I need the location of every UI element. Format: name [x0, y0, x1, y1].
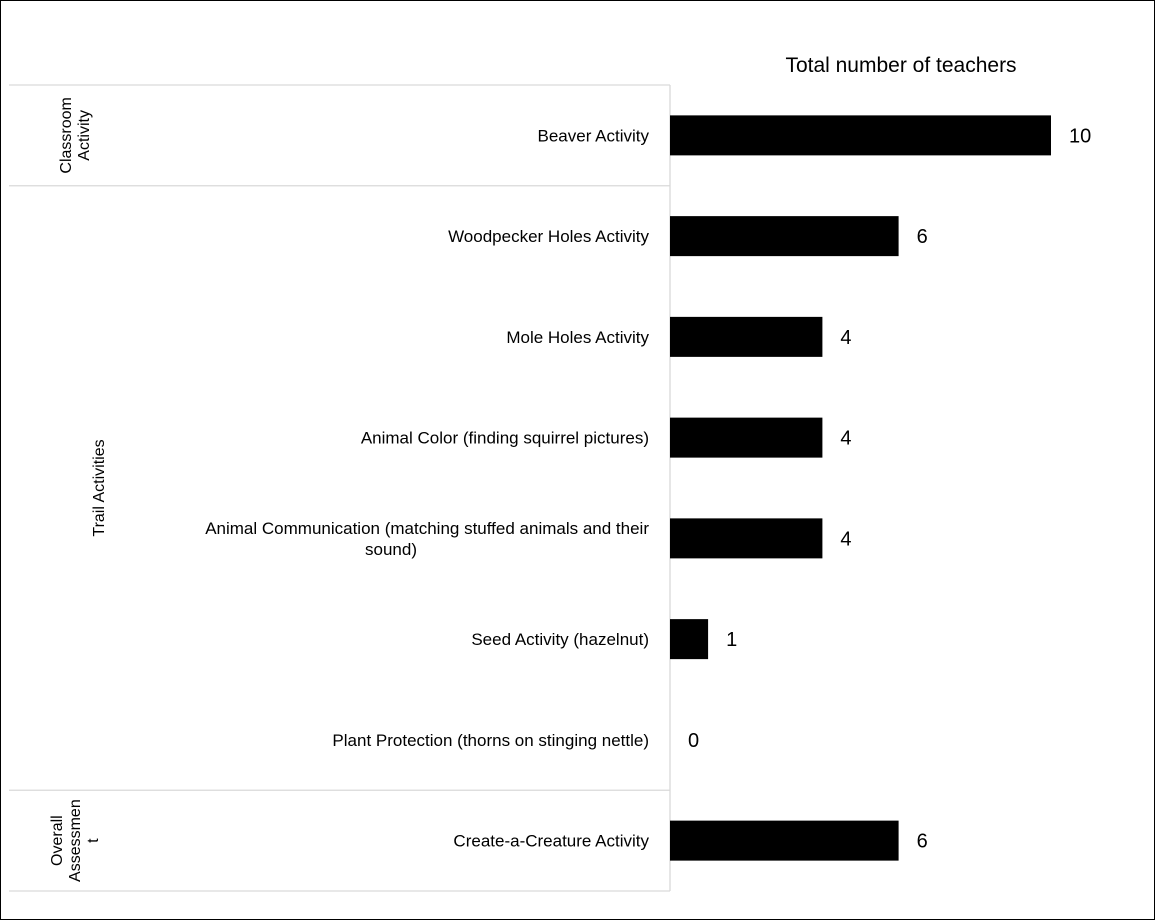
- group-labels: Classroom Activity Trail Activities Overall…: [49, 97, 108, 882]
- bar: [670, 316, 823, 357]
- category-label: Plant Protection (thorns on stinging net…: [332, 731, 649, 750]
- category-label: Woodpecker Holes Activity: [448, 227, 649, 246]
- category-label: Animal Color (finding squirrel pictures): [361, 429, 649, 448]
- category-label: Mole Holes Activity: [506, 328, 649, 347]
- data-label: 6: [917, 226, 928, 248]
- group-label-line: Trail Activities: [91, 439, 108, 536]
- data-label: 6: [917, 831, 928, 853]
- data-label: 0: [688, 730, 699, 752]
- data-label: 4: [840, 327, 851, 349]
- data-label: 1: [726, 629, 737, 651]
- bar: [670, 619, 709, 660]
- group-label-line: Overall: [49, 815, 66, 866]
- chart-title: Total number of teachers: [785, 54, 1016, 77]
- category-axis: [9, 84, 671, 892]
- data-label: 4: [840, 428, 851, 450]
- group-label: Trail Activities: [91, 439, 108, 536]
- bar: [670, 518, 823, 559]
- category-label: Create-a-Creature Activity: [453, 832, 649, 851]
- bar: [670, 417, 823, 458]
- group-label-line: t: [85, 838, 102, 843]
- data-label: 4: [840, 528, 851, 550]
- bar: [670, 115, 1051, 156]
- category-label: Seed Activity (hazelnut): [471, 630, 649, 649]
- group-label-line: Assessmen: [67, 799, 84, 882]
- bar: [670, 820, 899, 861]
- category-labels: Beaver Activity Woodpecker Holes Activity…: [205, 126, 649, 850]
- category-label: Beaver Activity: [538, 126, 650, 145]
- category-label: Animal Communication (matching stuffed a…: [205, 519, 649, 538]
- bars: [670, 115, 1051, 861]
- group-label-line: Activity: [76, 110, 93, 161]
- group-label: Overall Assessmen t: [49, 799, 102, 882]
- bar: [670, 216, 899, 257]
- category-label: sound): [365, 540, 417, 559]
- group-label: Classroom Activity: [58, 97, 93, 173]
- data-label: 10: [1069, 125, 1091, 147]
- group-label-line: Classroom: [58, 97, 75, 173]
